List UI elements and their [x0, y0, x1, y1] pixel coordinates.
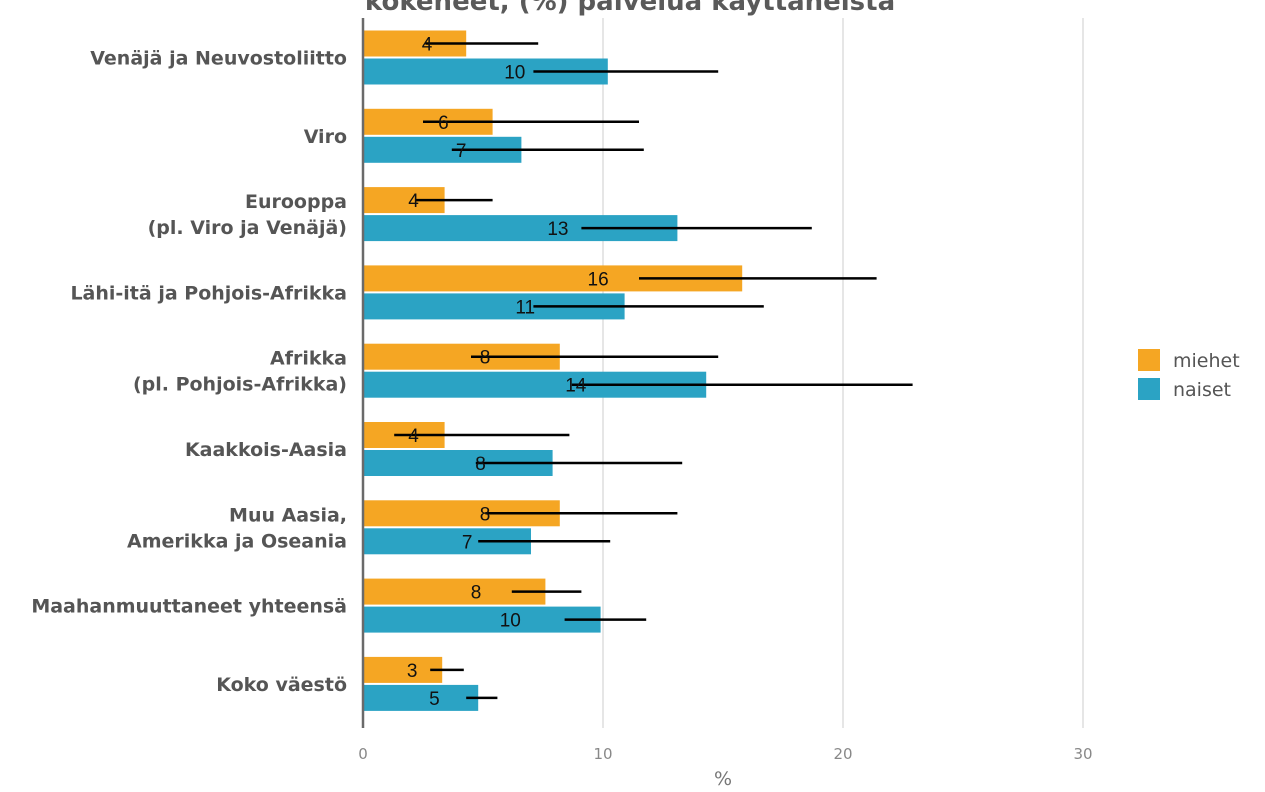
legend-label-miehet: miehet — [1173, 350, 1240, 372]
category-label-line: Afrikka — [270, 348, 347, 370]
x-tick-label: 10 — [593, 745, 612, 763]
data-label-naiset: 5 — [429, 689, 440, 710]
category-label-line: Maahanmuuttaneet yhteensä — [31, 596, 347, 618]
data-label-naiset: 7 — [462, 532, 473, 553]
bar-naiset — [363, 684, 479, 711]
legend-swatch-naiset — [1138, 378, 1160, 400]
data-label-miehet: 3 — [407, 661, 418, 682]
data-label-miehet: 4 — [408, 191, 419, 212]
category-label-line: Eurooppa — [245, 191, 347, 213]
data-label-miehet: 4 — [422, 35, 433, 56]
category-label: Lähi-itä ja Pohjois-Afrikka — [70, 282, 347, 304]
data-label-miehet: 8 — [471, 583, 482, 604]
data-label-naiset: 11 — [515, 297, 535, 318]
category-label-line: Muu Aasia, — [229, 504, 347, 526]
category-label-line: Viro — [304, 126, 347, 148]
x-axis-title: % — [714, 768, 732, 790]
category-label-line: Koko väestö — [216, 674, 347, 696]
data-label-naiset: 8 — [475, 454, 486, 475]
bar-miehet — [363, 656, 443, 683]
chart-title: kokeneet, (%) palvelua käyttäneistä — [365, 0, 895, 17]
axis-layer: 0 10 20 30 — [358, 18, 1093, 763]
data-label-naiset: 13 — [547, 219, 568, 240]
x-tick-label: 30 — [1073, 745, 1092, 763]
data-label-miehet: 6 — [438, 113, 449, 134]
category-label-line: (pl. Viro ja Venäjä) — [148, 217, 347, 239]
legend-swatch-miehet — [1138, 349, 1160, 371]
category-label-line: (pl. Pohjois-Afrikka) — [133, 374, 347, 396]
category-label: Afrikka (pl. Pohjois-Afrikka) — [133, 348, 347, 396]
category-label-line: Lähi-itä ja Pohjois-Afrikka — [70, 282, 347, 304]
category-label: Kaakkois-Aasia — [185, 439, 347, 461]
legend: miehet naiset — [1138, 349, 1240, 401]
category-label: Muu Aasia, Amerikka ja Oseania — [127, 504, 347, 552]
category-label: Eurooppa (pl. Viro ja Venäjä) — [148, 191, 347, 239]
data-label-miehet: 8 — [480, 348, 491, 369]
category-label-line: Amerikka ja Oseania — [127, 530, 347, 552]
category-label: Viro — [304, 126, 347, 148]
category-label: Maahanmuuttaneet yhteensä — [31, 596, 347, 618]
data-label-naiset: 10 — [504, 63, 525, 84]
labels-layer: Venäjä ja Neuvostoliitto Viro Eurooppa (pl.… — [31, 48, 347, 696]
data-label-miehet: 4 — [408, 426, 419, 447]
category-label-line: Kaakkois-Aasia — [185, 439, 347, 461]
category-label-line: Venäjä ja Neuvostoliitto — [90, 48, 347, 70]
category-label: Koko väestö — [216, 674, 347, 696]
data-label-miehet: 8 — [480, 504, 491, 525]
data-label-naiset: 14 — [565, 376, 587, 397]
x-tick-label: 20 — [833, 745, 852, 763]
legend-label-naiset: naiset — [1173, 379, 1231, 401]
bar-naiset — [363, 606, 601, 633]
x-tick-label: 0 — [358, 745, 368, 763]
category-label: Venäjä ja Neuvostoliitto — [90, 48, 347, 70]
data-label-miehet: 16 — [588, 269, 609, 290]
data-label-naiset: 10 — [500, 611, 521, 632]
data-label-naiset: 7 — [456, 141, 467, 162]
